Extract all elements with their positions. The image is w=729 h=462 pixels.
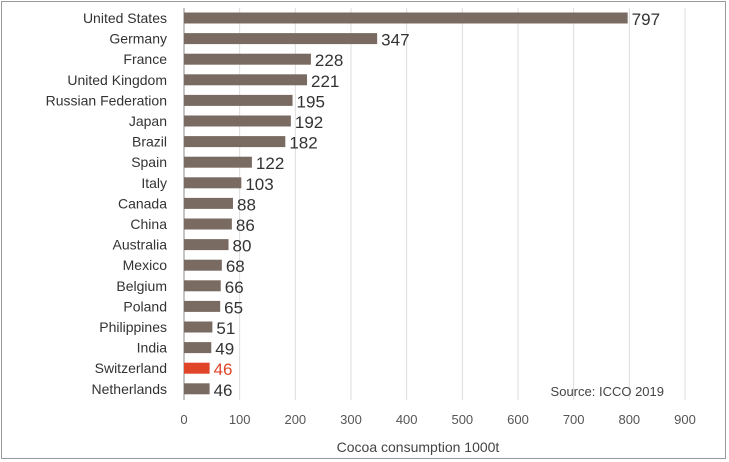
category-label: United States: [83, 10, 167, 26]
value-label: 182: [289, 134, 317, 153]
value-label: 88: [237, 195, 256, 214]
bar: [184, 94, 293, 106]
x-tick-label: 800: [618, 412, 640, 427]
value-label: 103: [245, 175, 273, 194]
value-label: 65: [224, 298, 243, 317]
value-label: 68: [226, 257, 245, 276]
category-label: Russian Federation: [46, 92, 167, 108]
value-label: 221: [311, 72, 339, 91]
bar: [184, 239, 229, 251]
category-label: Australia: [113, 237, 168, 253]
category-label: Italy: [141, 175, 167, 191]
bar: [184, 218, 232, 230]
category-labels: United States Germany France United Kingdom…: [46, 10, 168, 397]
bar: [184, 115, 291, 127]
gridlines: [183, 8, 686, 400]
x-tick-label: 600: [507, 412, 529, 427]
x-tick-label: 200: [284, 412, 306, 427]
category-label: Poland: [123, 298, 167, 314]
value-label: 46: [214, 360, 233, 379]
x-tick-label: 300: [340, 412, 362, 427]
bar: [184, 177, 242, 189]
value-label: 228: [315, 51, 343, 70]
bar: [184, 259, 222, 271]
x-axis-label: Cocoa consumption 1000t: [337, 439, 500, 455]
category-label: Spain: [131, 154, 167, 170]
category-label: India: [137, 340, 168, 356]
bars: [184, 12, 628, 395]
bar: [184, 136, 286, 148]
value-label: 49: [215, 340, 234, 359]
bar: [184, 197, 233, 209]
category-label: Netherlands: [92, 381, 168, 397]
category-label: France: [123, 51, 167, 67]
category-label: United Kingdom: [67, 72, 167, 88]
value-label: 192: [295, 113, 323, 132]
category-label: Belgium: [116, 278, 167, 294]
x-tick-label: 700: [563, 412, 585, 427]
value-label: 46: [214, 381, 233, 400]
x-tick-label: 0: [180, 412, 187, 427]
category-label: Canada: [118, 195, 167, 211]
bar: [184, 342, 212, 354]
bar: [184, 300, 221, 312]
x-tick-label: 400: [396, 412, 418, 427]
x-tick-label: 900: [674, 412, 696, 427]
bar: [184, 156, 252, 168]
value-label: 347: [381, 31, 409, 50]
value-label: 80: [233, 237, 252, 256]
x-tick-label: 100: [229, 412, 251, 427]
value-label: 66: [225, 278, 244, 297]
category-label: Philippines: [99, 319, 167, 335]
value-label: 122: [256, 154, 284, 173]
x-tick-label: 500: [451, 412, 473, 427]
bar: [184, 33, 378, 45]
x-tick-labels: 0 100 200 300 400 500 600 700 800 900: [180, 412, 695, 427]
category-label: China: [130, 216, 167, 232]
bar: [184, 53, 311, 65]
category-label: Switzerland: [95, 360, 167, 376]
category-label: Germany: [109, 31, 167, 47]
value-label: 51: [216, 319, 235, 338]
bar: [184, 74, 308, 86]
bar: [184, 280, 221, 292]
value-label: 86: [236, 216, 255, 235]
source-note: Source: ICCO 2019: [551, 384, 664, 399]
bar: [184, 321, 213, 333]
category-label: Mexico: [123, 257, 168, 273]
value-label: 195: [297, 92, 325, 111]
bar: [184, 362, 210, 374]
bar: [184, 12, 628, 24]
value-label: 797: [632, 10, 660, 29]
category-label: Japan: [129, 113, 167, 129]
bar: [184, 383, 210, 395]
category-label: Brazil: [132, 134, 167, 150]
